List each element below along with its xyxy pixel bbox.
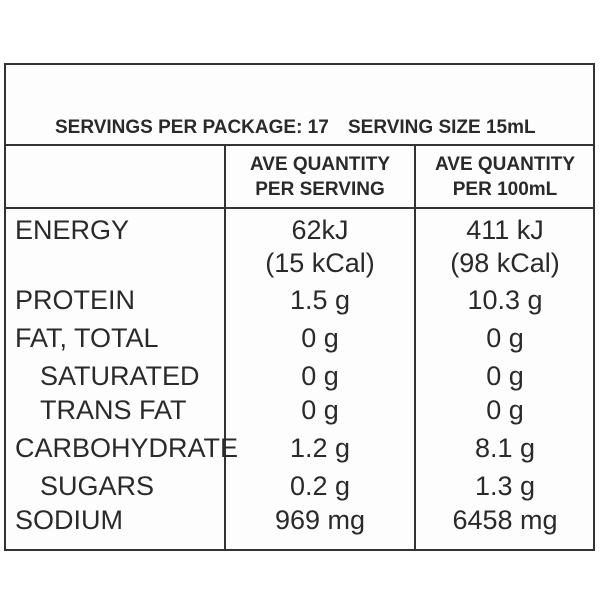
column-header: AVE QUANTITY [435,154,575,175]
row-label: ENERGY [15,215,129,245]
column-header: PER 100mL [453,179,558,200]
cell-value: 1.3 g [475,471,535,501]
cell-value: 0 g [301,361,339,391]
cell-value: 62kJ [291,215,348,245]
servings: SERVINGS PER PACKAGE: 17 [55,117,329,138]
row-label: PROTEIN [15,285,135,315]
cell-value: 0 g [486,395,524,425]
cell-value: 0 g [301,323,339,353]
cell-value: 0.2 g [290,471,350,501]
column-header: PER SERVING [255,179,385,200]
cell-value: 1.2 g [290,433,350,463]
row-label: TRANS FAT [40,395,187,425]
row-label: FAT, TOTAL [15,323,159,353]
cell-value: 411 kJ [466,215,544,245]
cell-value: 6458 mg [452,505,557,535]
row-label: SATURATED [40,361,200,391]
cell-value: 8.1 g [475,433,535,463]
cell-value: (15 kCal) [265,248,375,278]
cell-value: 10.3 g [467,285,542,315]
cell-value: (98 kCal) [450,248,560,278]
serving-size: SERVING SIZE 15mL [348,117,536,138]
cell-value: 1.5 g [290,285,350,315]
cell-value: 0 g [301,395,339,425]
cell-value: 969 mg [275,505,365,535]
cell-value: 0 g [486,323,524,353]
column-header: AVE QUANTITY [250,154,390,175]
row-label: SUGARS [40,471,154,501]
cell-value: 0 g [486,361,524,391]
row-label: SODIUM [15,505,123,535]
row-label: CARBOHYDRATE [15,433,238,463]
